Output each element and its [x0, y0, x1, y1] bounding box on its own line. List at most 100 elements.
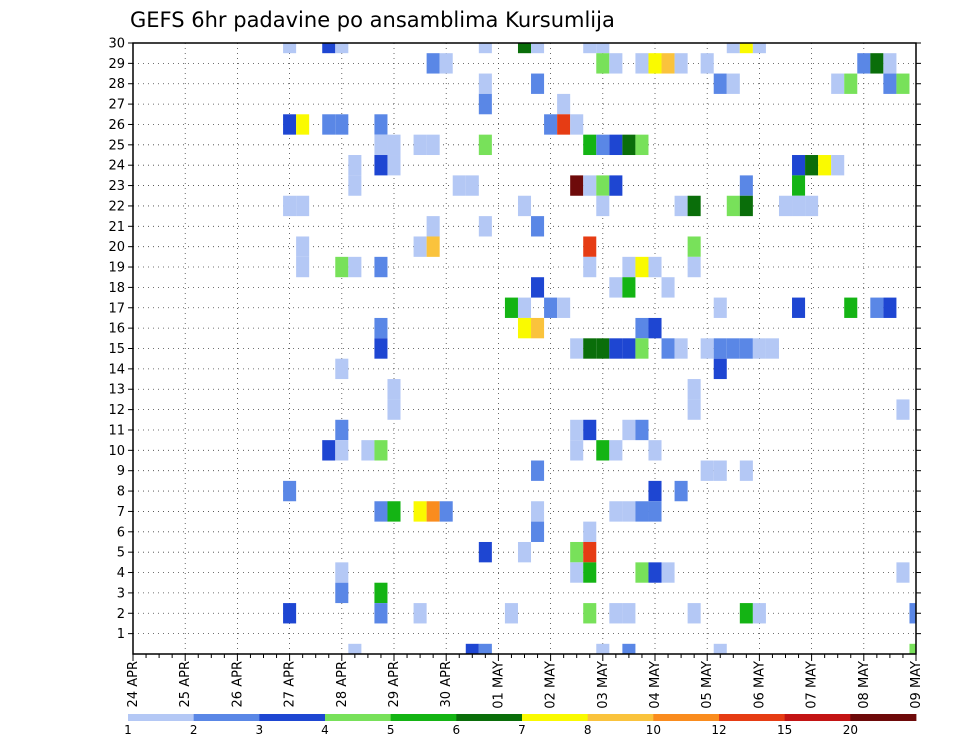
heatmap-cell — [844, 297, 858, 318]
heatmap-cell — [792, 175, 806, 196]
heatmap-cell — [609, 501, 623, 522]
heatmap-cell — [609, 175, 623, 196]
y-tick-label: 20 — [108, 240, 125, 255]
heatmap-cell — [661, 277, 675, 298]
heatmap-cell — [635, 317, 649, 339]
heatmap-cell — [570, 440, 584, 461]
heatmap-cell — [674, 480, 688, 502]
heatmap-cell — [374, 501, 388, 522]
heatmap-cell — [387, 501, 401, 522]
y-tick-label: 7 — [117, 505, 125, 520]
heatmap-cell — [283, 114, 297, 135]
legend-label: 6 — [453, 723, 461, 737]
legend-label: 2 — [190, 723, 198, 737]
heatmap-cell — [622, 643, 636, 654]
heatmap-cell — [387, 134, 401, 156]
heatmap-cell — [544, 297, 558, 318]
heatmap-cell — [648, 53, 662, 74]
heatmap-cell — [687, 603, 701, 624]
heatmap-cell — [609, 277, 623, 298]
heatmap-cell — [661, 53, 675, 74]
heatmap-cell — [648, 256, 662, 278]
heatmap-cell — [883, 73, 897, 94]
heatmap-cell — [648, 501, 662, 522]
heatmap-cell — [374, 338, 388, 359]
y-tick-label: 22 — [108, 199, 125, 214]
legend-swatch — [259, 714, 326, 721]
heatmap-cell — [622, 419, 636, 441]
heatmap-cell — [765, 338, 779, 359]
heatmap-cell — [896, 73, 910, 94]
heatmap-cell — [478, 643, 492, 654]
heatmap-cell — [883, 297, 897, 318]
heatmap-cell — [583, 256, 597, 278]
x-tick-label: 03 MAY — [596, 661, 611, 709]
heatmap-cell — [883, 53, 897, 74]
heatmap-cell — [831, 73, 845, 94]
heatmap-cell — [870, 297, 884, 318]
heatmap-cell — [752, 43, 766, 54]
y-tick-label: 27 — [108, 98, 125, 113]
y-tick-label: 6 — [117, 525, 125, 540]
heatmap-cell — [635, 419, 649, 441]
heatmap-cell — [700, 338, 714, 359]
heatmap-cell — [504, 297, 518, 318]
legend-label: 3 — [256, 723, 264, 737]
heatmap-cell — [570, 541, 584, 563]
y-tick-label: 10 — [108, 444, 125, 459]
chart-title: GEFS 6hr padavine po ansamblima Kursumli… — [130, 8, 615, 32]
heatmap-cell — [335, 256, 349, 278]
heatmap-cell — [322, 43, 336, 54]
heatmap-cell — [387, 155, 401, 176]
y-tick-label: 30 — [108, 37, 125, 52]
heatmap-cell — [609, 134, 623, 156]
heatmap-cell — [531, 216, 545, 237]
heatmap-cell — [805, 195, 819, 217]
heatmap-cell — [622, 501, 636, 522]
heatmap-cell — [283, 480, 297, 502]
heatmap-cell — [570, 338, 584, 359]
heatmap-cell — [792, 297, 806, 318]
heatmap-cell — [687, 256, 701, 278]
heatmap-cell — [622, 256, 636, 278]
legend-label: 5 — [387, 723, 395, 737]
x-tick-label: 04 MAY — [648, 661, 663, 709]
heatmap-cell — [583, 338, 597, 359]
heatmap-cell — [857, 53, 871, 74]
heatmap-cell — [570, 562, 584, 583]
x-axis: 24 APR 25 APR 26 APR 27 APR 28 APR 29 APR 30 A… — [126, 654, 924, 709]
heatmap-cell — [557, 93, 571, 115]
heatmap-cell — [439, 53, 453, 74]
heatmap-cell — [687, 195, 701, 217]
heatmap-cell — [544, 114, 558, 135]
heatmap-cell — [648, 317, 662, 339]
y-tick-label: 19 — [108, 261, 125, 276]
heatmap-cell — [713, 297, 727, 318]
heatmap-cell — [531, 501, 545, 522]
heatmap-cell — [648, 480, 662, 502]
x-tick-label: 01 MAY — [491, 661, 506, 709]
legend-swatch — [390, 714, 457, 721]
heatmap-cell — [374, 155, 388, 176]
heatmap-cell — [726, 195, 740, 217]
heatmap-cell — [596, 53, 610, 74]
heatmap-cell — [583, 134, 597, 156]
heatmap-cell — [713, 460, 727, 481]
heatmap-cell — [739, 195, 753, 217]
heatmap-cell — [596, 175, 610, 196]
x-tick-label: 05 MAY — [700, 661, 715, 709]
heatmap-cell — [374, 582, 388, 604]
y-tick-label: 29 — [108, 57, 125, 72]
heatmap-cell — [413, 603, 427, 624]
heatmap-cell — [283, 43, 297, 54]
heatmap-cell — [739, 338, 753, 359]
heatmap-cell — [674, 338, 688, 359]
heatmap-cell — [335, 358, 349, 380]
heatmap-cell — [426, 134, 440, 156]
heatmap-cell — [909, 643, 916, 654]
heatmap-cell — [700, 460, 714, 481]
heatmap-cell — [478, 134, 492, 156]
x-tick-label: 27 APR — [283, 661, 298, 707]
heatmap-cell — [426, 501, 440, 522]
y-tick-label: 2 — [117, 607, 125, 622]
